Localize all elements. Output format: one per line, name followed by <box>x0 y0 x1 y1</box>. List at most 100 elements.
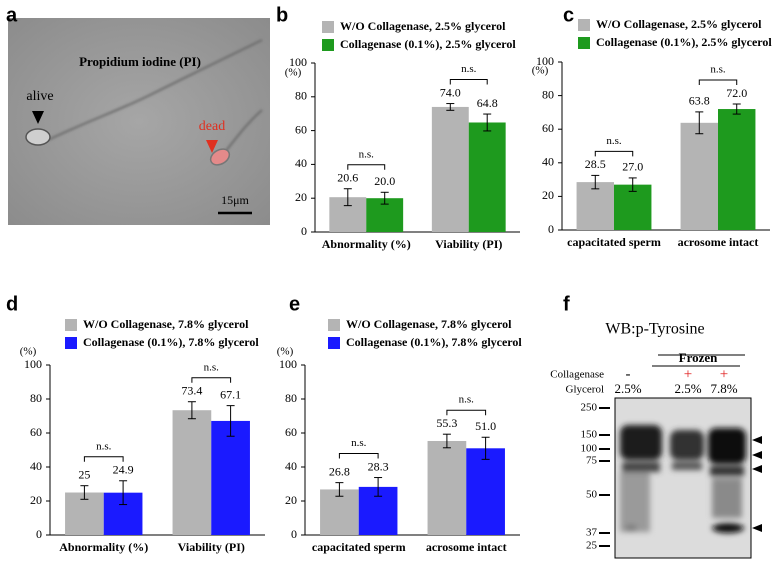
significance-label: n.s. <box>96 440 112 452</box>
y-tick-label: 100 <box>279 357 297 371</box>
value-label: 20.0 <box>374 174 395 188</box>
y-tick-label: 40 <box>285 459 297 473</box>
x-tick-label: acrosome intact <box>426 540 507 554</box>
y-axis-label: (%) <box>277 346 294 358</box>
lane-collagenase: - <box>626 366 631 382</box>
panel-letter: b <box>276 4 288 26</box>
legend-swatch <box>328 319 340 331</box>
y-tick-label: 0 <box>36 527 42 541</box>
value-label: 63.8 <box>689 94 710 108</box>
legend-swatch <box>578 19 590 31</box>
x-tick-label: capacitated sperm <box>312 540 406 554</box>
legend-label: W/O Collagenase, 7.8% glycerol <box>83 317 249 331</box>
marker-label: 25 <box>586 540 598 552</box>
lane-collagenase: + <box>684 366 692 382</box>
y-tick-label: 60 <box>30 425 42 439</box>
legend-label: Collagenase (0.1%), 2.5% glycerol <box>340 37 516 51</box>
panel-letter: d <box>6 293 18 315</box>
legend-label: W/O Collagenase, 7.8% glycerol <box>346 317 512 331</box>
legend-label: W/O Collagenase, 2.5% glycerol <box>340 19 506 33</box>
value-label: 20.6 <box>337 170 358 184</box>
value-label: 25 <box>78 467 90 481</box>
y-tick-label: 60 <box>285 425 297 439</box>
alive-label: alive <box>26 89 53 104</box>
x-tick-label: Abnormality (%) <box>322 237 411 251</box>
significance-label: n.s. <box>204 361 220 373</box>
bar <box>466 448 505 535</box>
significance-label: n.s. <box>710 64 726 76</box>
micrograph <box>8 18 270 225</box>
panel-letter: e <box>289 293 300 315</box>
value-label: 28.3 <box>368 459 389 473</box>
significance-bracket <box>594 150 634 157</box>
significance-label: n.s. <box>351 437 367 449</box>
legend-swatch <box>328 337 340 349</box>
marker-label: 250 <box>581 402 598 414</box>
significance-label: n.s. <box>606 135 622 147</box>
y-axis-label: (%) <box>20 346 37 358</box>
blot <box>614 354 762 559</box>
significance-label: n.s. <box>359 148 375 160</box>
value-label: 26.8 <box>329 464 350 478</box>
y-tick-label: 80 <box>30 391 42 405</box>
panel-letter: f <box>563 293 570 315</box>
bar <box>614 184 652 230</box>
lane-collagenase: + <box>720 366 728 382</box>
y-tick-label: 100 <box>24 357 42 371</box>
x-tick-label: capacitated sperm <box>567 235 661 249</box>
bar <box>718 109 756 230</box>
y-tick-label: 20 <box>285 493 297 507</box>
row-label: Collagenase <box>550 369 604 381</box>
y-tick-label: 80 <box>542 87 554 101</box>
bar <box>680 122 718 230</box>
scale-label: 15μm <box>221 193 249 207</box>
marker-label: 150 <box>581 429 598 441</box>
y-tick-label: 80 <box>295 89 307 103</box>
marker-label: 75 <box>586 455 598 467</box>
significance-bracket <box>83 456 124 462</box>
marker-label: 100 <box>581 443 598 455</box>
marker-label: 37 <box>586 527 598 539</box>
significance-bracket <box>347 164 386 170</box>
legend-swatch <box>578 37 590 49</box>
y-tick-label: 100 <box>289 55 307 69</box>
bar <box>211 420 250 535</box>
significance-bracket <box>698 79 738 85</box>
bar <box>427 440 467 535</box>
significance-bracket <box>446 409 487 416</box>
y-tick-label: 60 <box>542 121 554 135</box>
bar <box>576 182 614 230</box>
y-axis-label: (%) <box>532 65 549 77</box>
legend-swatch <box>65 319 77 331</box>
y-axis-label: (%) <box>285 67 302 79</box>
panel-letter: c <box>563 4 574 26</box>
value-label: 67.1 <box>220 387 241 401</box>
lane-glycerol: 2.5% <box>614 381 641 396</box>
lane-glycerol: 2.5% <box>674 381 701 396</box>
y-tick-label: 40 <box>542 155 554 169</box>
y-tick-label: 80 <box>285 391 297 405</box>
y-tick-label: 0 <box>548 222 554 236</box>
legend-label: Collagenase (0.1%), 7.8% glycerol <box>346 335 522 349</box>
significance-bracket <box>338 453 379 459</box>
x-tick-label: Viability (PI) <box>435 237 502 251</box>
value-label: 72.0 <box>726 86 747 100</box>
y-tick-label: 20 <box>295 190 307 204</box>
value-label: 64.8 <box>477 96 498 110</box>
y-tick-label: 40 <box>30 459 42 473</box>
legend-label: Collagenase (0.1%), 2.5% glycerol <box>596 35 772 49</box>
marker-label: 50 <box>586 489 598 501</box>
legend-swatch <box>65 337 77 349</box>
bar <box>172 410 212 535</box>
x-tick-label: acrosome intact <box>678 235 759 249</box>
significance-label: n.s. <box>459 394 475 406</box>
significance-bracket <box>449 79 488 85</box>
blot-title: WB:p-Tyrosine <box>605 321 704 338</box>
value-label: 28.5 <box>585 157 606 171</box>
group-label: Frozen <box>679 350 719 365</box>
value-label: 51.0 <box>475 419 496 433</box>
value-label: 55.3 <box>436 416 457 430</box>
bar <box>431 106 469 232</box>
significance-bracket <box>191 377 232 383</box>
y-tick-label: 0 <box>301 224 307 238</box>
